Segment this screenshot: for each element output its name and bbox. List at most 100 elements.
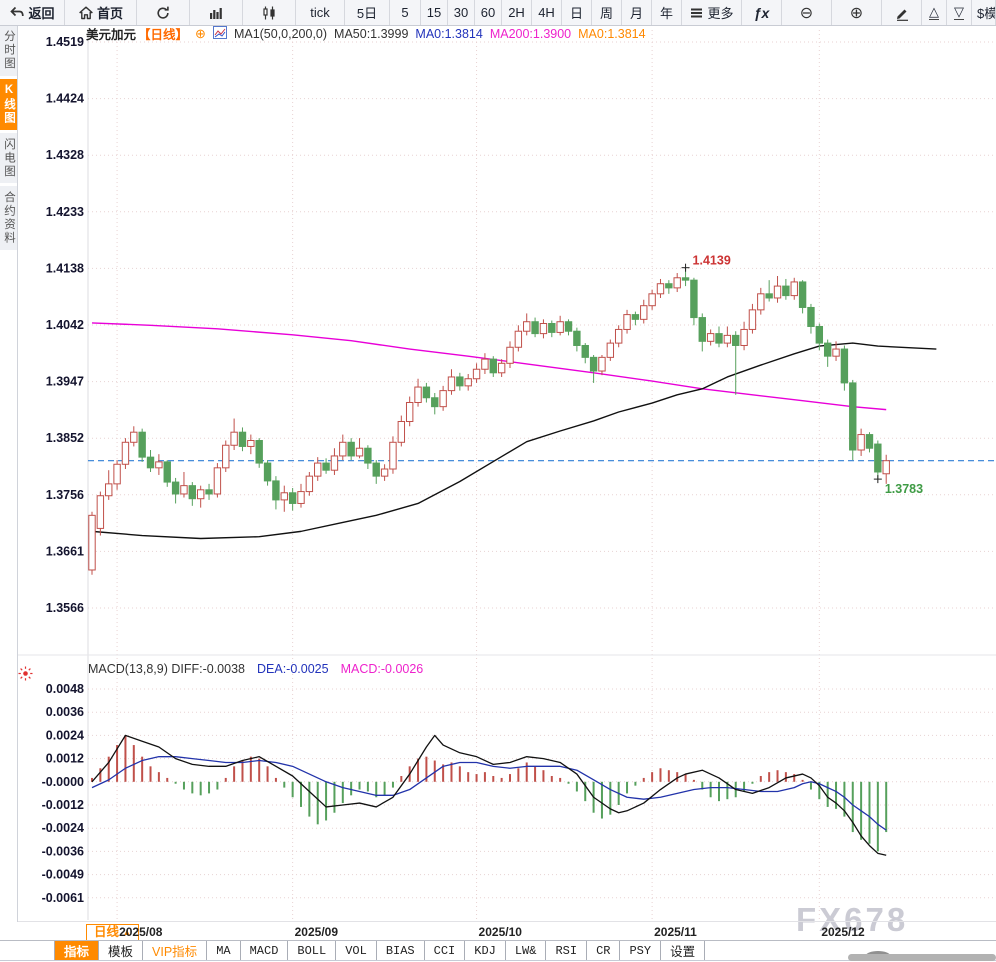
ma200-value: MA200:1.3900 xyxy=(489,26,572,41)
sun-marker-icon[interactable] xyxy=(18,666,33,686)
topbar-item-tick-label: tick xyxy=(310,5,330,20)
x-axis-row: 日线 ▲ 2025/08 2025/09 2025/10 2025/11 2025/12 xyxy=(0,921,996,941)
topbar-item-zoom-in[interactable]: ⊕ xyxy=(832,0,882,25)
main-y-axis-labels: 1.4519 1.4424 1.4328 1.4233 1.4138 1.4042 1.39… xyxy=(46,35,84,615)
bottom-tab-ma[interactable]: MA xyxy=(207,941,241,960)
topbar-item-home[interactable]: 首页 xyxy=(65,0,137,25)
bottom-tab-zhibiao[interactable]: 指标 xyxy=(54,941,100,960)
svg-text:0.0012: 0.0012 xyxy=(46,752,84,766)
back-arrow-icon xyxy=(9,5,25,20)
topbar-item-candle-chart[interactable] xyxy=(243,0,296,25)
topbar-item-zoom-out[interactable]: ⊖ xyxy=(782,0,832,25)
topbar-item-week-label: 周 xyxy=(599,6,613,21)
bottom-tab-cci[interactable]: CCI xyxy=(425,941,466,960)
high-price-marker: 1.4139 xyxy=(681,254,731,272)
topbar-item-m60[interactable]: 60 xyxy=(475,0,502,25)
bottom-tab-vol[interactable]: VOL xyxy=(336,941,377,960)
topbar-item-h2[interactable]: 2H xyxy=(502,0,532,25)
bottom-tab-rsi[interactable]: RSI xyxy=(546,941,588,960)
svg-text:1.3566: 1.3566 xyxy=(46,601,84,615)
candles-icon xyxy=(261,5,277,21)
x-axis-month-label: 2025/12 xyxy=(821,925,865,939)
macd-dea-value: DEA:-0.0025 xyxy=(257,662,329,676)
add-indicator-icon[interactable]: ⊕ xyxy=(195,25,206,41)
bottom-tab-macd[interactable]: MACD xyxy=(241,941,289,960)
bottom-tab-kdj[interactable]: KDJ xyxy=(465,941,506,960)
bottom-tab-bias[interactable]: BIAS xyxy=(377,941,425,960)
topbar-item-m30-label: 30 xyxy=(453,5,469,20)
side-tab-fenshi[interactable]: 分时图 xyxy=(0,25,17,76)
topbar-item-week[interactable]: 周 xyxy=(592,0,622,25)
svg-text:1.3947: 1.3947 xyxy=(46,375,84,389)
ma0-orange-value: MA0:1.3814 xyxy=(578,26,646,41)
macd-params-diff: MACD(13,8,9) DIFF:-0.0038 xyxy=(88,662,245,676)
svg-text:-0.0061: -0.0061 xyxy=(42,891,84,905)
period-label[interactable]: 【日线】 xyxy=(138,28,189,42)
indicator-tabbar: 指标 模板 VIP指标 MA MACD BOLL VOL BIAS CCI KDJ LW& RSI CR… xyxy=(0,940,996,961)
ma50-line xyxy=(91,342,937,540)
period-selector-label: 日线 xyxy=(94,925,120,939)
side-tab-kline[interactable]: K线图 xyxy=(0,78,17,130)
ma200-line xyxy=(91,322,887,411)
topbar-item-more[interactable]: 更多 xyxy=(682,0,742,25)
topbar-item-m30[interactable]: 30 xyxy=(448,0,475,25)
ma-settings-label: MA1(50,0,200,0) xyxy=(233,26,328,41)
x-axis-month-label: 2025/10 xyxy=(478,925,522,939)
macd-header: MACD(13,8,9) DIFF:-0.0038 DEA:-0.0025 MA… xyxy=(88,662,423,676)
x-axis-month-label: 2025/11 xyxy=(654,925,697,939)
svg-text:-0.0036: -0.0036 xyxy=(42,844,84,858)
topbar-item-m5-label: 5 xyxy=(401,5,409,20)
bottom-tab-boll[interactable]: BOLL xyxy=(288,941,337,960)
bottom-tab-vip[interactable]: VIP指标 xyxy=(143,941,208,960)
topbar-item-flag-up-label: △ xyxy=(929,4,939,20)
topbar-item-month[interactable]: 月 xyxy=(622,0,652,25)
bar-chart-icon xyxy=(208,5,224,20)
topbar-item-more-label: 更多 xyxy=(707,6,734,21)
topbar-item-back-label: 返回 xyxy=(28,6,55,21)
topbar-item-flag-up[interactable]: △ xyxy=(922,0,947,25)
topbar-item-m15[interactable]: 15 xyxy=(421,0,448,25)
svg-text:0.0036: 0.0036 xyxy=(46,705,84,719)
topbar-item-home-label: 首页 xyxy=(96,6,123,21)
svg-text:-0.0049: -0.0049 xyxy=(42,868,84,882)
topbar-item-flag-down[interactable]: ▽ xyxy=(947,0,972,25)
fx678-watermark: FX678 xyxy=(796,901,909,938)
topbar-item-h4[interactable]: 4H xyxy=(532,0,562,25)
topbar-item-back[interactable]: 返回 xyxy=(0,0,65,25)
topbar-item-fx[interactable]: ƒx xyxy=(742,0,782,25)
topbar-item-draw[interactable] xyxy=(882,0,922,25)
svg-text:0.0024: 0.0024 xyxy=(46,728,84,742)
topbar-item-trend-chart[interactable] xyxy=(190,0,243,25)
bottom-tab-cr[interactable]: CR xyxy=(587,941,621,960)
dea-line xyxy=(91,756,887,831)
svg-text:1.4328: 1.4328 xyxy=(46,148,84,162)
topbar-item-m5[interactable]: 5 xyxy=(390,0,421,25)
topbar-item-m15-label: 15 xyxy=(426,5,442,20)
topbar-item-refresh[interactable] xyxy=(137,0,190,25)
bottom-tab-settings[interactable]: 设置 xyxy=(661,941,706,960)
svg-text:1.4233: 1.4233 xyxy=(46,205,84,219)
side-tab-contract-info[interactable]: 合约资料 xyxy=(0,186,17,250)
bottom-tab-lw[interactable]: LW& xyxy=(506,941,547,960)
symbol-header: 美元加元 【日线】 ⊕ MA1(50,0,200,0) MA50:1.3999 M… xyxy=(86,25,646,42)
topbar-item-5d[interactable]: 5日 xyxy=(345,0,390,25)
topbar-item-trade[interactable]: $模 xyxy=(972,0,996,25)
horizontal-scrollbar-thumb[interactable] xyxy=(848,954,996,961)
ma-chart-icon xyxy=(212,25,227,42)
ma0-blue-value: MA0:1.3814 xyxy=(415,26,483,41)
side-tab-lightning[interactable]: 闪电图 xyxy=(0,132,17,183)
topbar-item-tick[interactable]: tick xyxy=(296,0,345,25)
month-gridlines xyxy=(116,30,820,920)
svg-text:1.3852: 1.3852 xyxy=(46,431,84,445)
svg-text:-0.0024: -0.0024 xyxy=(42,821,84,835)
topbar-item-year[interactable]: 年 xyxy=(652,0,682,25)
macd-value: MACD:-0.0026 xyxy=(340,662,424,676)
topbar-item-m60-label: 60 xyxy=(480,5,496,20)
topbar-item-h2-label: 2H xyxy=(508,5,525,20)
top-toolbar: 返回 首页 tick 5日 5 15 30 60 2H 4H 日 周 月 年 更多 ƒx ⊖ ⊕ △ ▽ $模 xyxy=(0,0,996,26)
topbar-item-day[interactable]: 日 xyxy=(562,0,592,25)
period-selector-arrow-icon: ▲ xyxy=(122,927,132,937)
bottom-tab-moban[interactable]: 模板 xyxy=(99,941,144,960)
bottom-tab-psy[interactable]: PSY xyxy=(620,941,662,960)
